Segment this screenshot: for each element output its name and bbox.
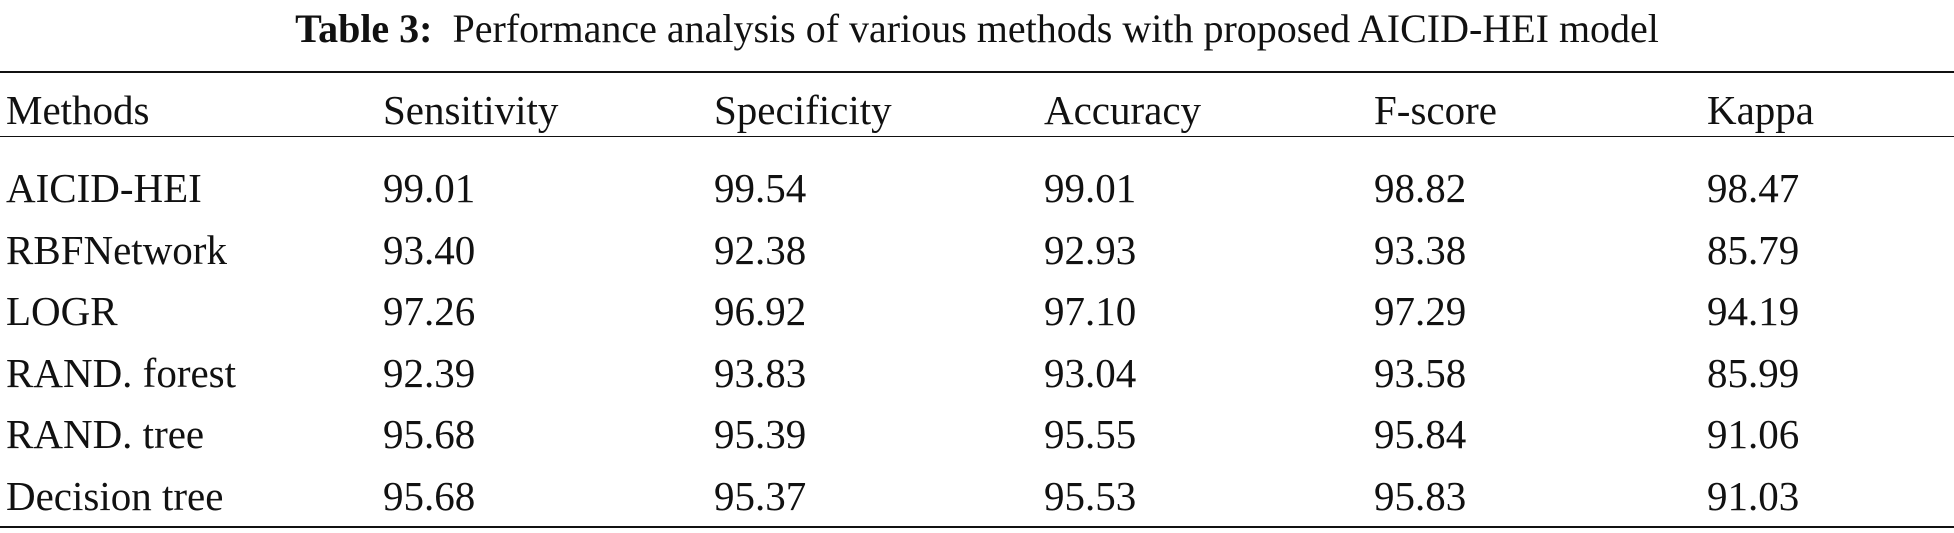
caption-label: Table 3: xyxy=(295,6,433,51)
table-caption: Table 3: Performance analysis of various… xyxy=(0,4,1954,54)
value-cell: 92.93 xyxy=(1044,226,1137,273)
value-cell: 92.38 xyxy=(714,226,807,273)
value-cell: 91.06 xyxy=(1707,411,1800,457)
value-cell: 95.83 xyxy=(1374,472,1467,519)
value-cell: 93.38 xyxy=(1374,226,1467,273)
value-cell: 93.58 xyxy=(1374,349,1467,396)
value-cell: 99.54 xyxy=(714,165,807,211)
value-cell: 96.92 xyxy=(714,288,807,334)
method-cell: Decision tree xyxy=(6,472,224,519)
header-cell: Sensitivity xyxy=(383,87,559,133)
value-cell: 95.84 xyxy=(1374,411,1467,457)
value-cell: 98.47 xyxy=(1707,165,1800,211)
value-cell: 91.03 xyxy=(1707,472,1800,519)
header-rule xyxy=(0,136,1954,137)
caption-text: Performance analysis of various methods … xyxy=(452,6,1659,51)
header-cell: Specificity xyxy=(714,87,892,133)
value-cell: 92.39 xyxy=(383,349,476,396)
value-cell: 95.37 xyxy=(714,472,807,519)
value-cell: 97.29 xyxy=(1374,288,1467,334)
value-cell: 93.40 xyxy=(383,226,476,273)
method-cell: LOGR xyxy=(6,288,118,334)
value-cell: 85.99 xyxy=(1707,349,1800,396)
header-cell: Methods xyxy=(6,87,150,133)
method-cell: RAND. tree xyxy=(6,411,205,457)
header-cell: F-score xyxy=(1374,87,1497,133)
value-cell: 93.04 xyxy=(1044,349,1137,396)
value-cell: 99.01 xyxy=(383,165,476,211)
value-cell: 98.82 xyxy=(1374,165,1467,211)
method-cell: RBFNetwork xyxy=(6,226,227,273)
value-cell: 97.26 xyxy=(383,288,476,334)
value-cell: 95.68 xyxy=(383,411,476,457)
method-cell: RAND. forest xyxy=(6,349,237,396)
value-cell: 95.68 xyxy=(383,472,476,519)
header-cell: Kappa xyxy=(1707,87,1815,133)
value-cell: 95.39 xyxy=(714,411,807,457)
method-cell: AICID-HEI xyxy=(6,165,202,211)
value-cell: 97.10 xyxy=(1044,288,1137,334)
header-cell: Accuracy xyxy=(1044,87,1202,133)
value-cell: 99.01 xyxy=(1044,165,1137,211)
bottom-rule xyxy=(0,526,1954,528)
top-rule xyxy=(0,71,1954,73)
value-cell: 95.55 xyxy=(1044,411,1137,457)
value-cell: 85.79 xyxy=(1707,226,1800,273)
value-cell: 93.83 xyxy=(714,349,807,396)
value-cell: 94.19 xyxy=(1707,288,1800,334)
value-cell: 95.53 xyxy=(1044,472,1137,519)
